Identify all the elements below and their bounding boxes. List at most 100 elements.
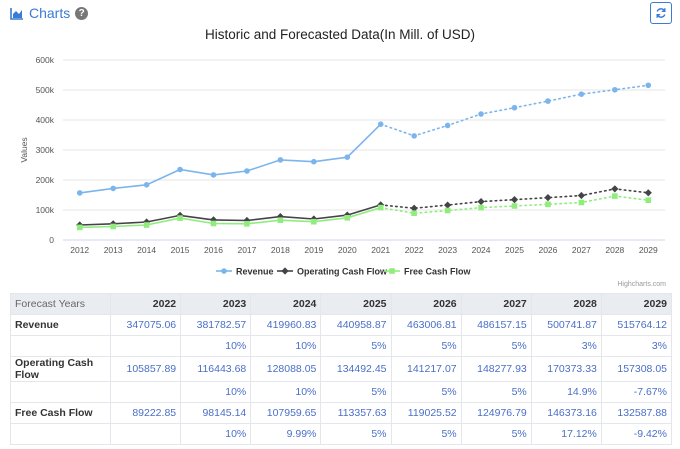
y-tick-label: 600k: [36, 55, 55, 65]
data-point-operating-cash-flow-2023: [444, 201, 452, 209]
growth-cell: 5%: [460, 381, 532, 403]
growth-cell: 5%: [390, 381, 462, 403]
value-cell: 116443.68: [180, 356, 252, 382]
growth-row-label: [10, 423, 111, 445]
legend-symbol-operating-cash-flow: [281, 267, 289, 275]
legend-item-free-cash-flow: Free Cash Flow: [404, 267, 472, 277]
year-header: 2025: [320, 293, 392, 315]
x-tick-label: 2019: [304, 245, 323, 255]
data-point-revenue-2016: [210, 172, 217, 178]
header: Charts ?: [0, 0, 680, 30]
growth-cell: 10%: [250, 335, 322, 357]
data-point-free-cash-flow-2025: [511, 203, 518, 209]
y-tick-label: 100k: [36, 205, 55, 215]
value-cell: 500741.87: [530, 314, 602, 336]
growth-cell: 10%: [250, 381, 322, 403]
data-point-free-cash-flow-2018: [277, 217, 284, 223]
x-tick-label: 2024: [472, 245, 491, 255]
charts-heading: Charts ?: [10, 5, 89, 21]
growth-cell: -9.42%: [600, 423, 673, 445]
table-header-row: Forecast Years 2022 2023 2024 2025 2026 2027 20…: [10, 293, 673, 315]
data-point-revenue-2018: [277, 157, 284, 163]
data-point-free-cash-flow-2015: [177, 215, 183, 221]
data-point-revenue-2013: [110, 185, 116, 192]
growth-cell: 10%: [180, 423, 252, 445]
data-point-revenue-2023: [444, 122, 451, 129]
x-tick-label: 2018: [271, 245, 290, 255]
row-label: Operating Cash Flow: [10, 356, 111, 382]
year-header: 2024: [250, 293, 322, 315]
data-point-revenue-2019: [311, 158, 317, 165]
data-point-revenue-2028: [612, 86, 618, 93]
x-tick-label: 2026: [538, 245, 557, 255]
value-cell: 515764.12: [600, 314, 673, 336]
growth-row: 10% 10% 5% 5% 5% 3% 3%: [10, 335, 673, 357]
data-point-free-cash-flow-2014: [143, 222, 150, 228]
credits-link[interactable]: Highcharts.com: [617, 281, 666, 288]
growth-cell: 14.9%: [530, 381, 602, 403]
growth-cell: [109, 423, 182, 445]
growth-cell: 17.12%: [530, 423, 602, 445]
value-cell: 89222.85: [109, 402, 182, 424]
year-header: 2026: [390, 293, 462, 315]
series-line-operating-cash-flow-historic: [79, 204, 381, 226]
area-chart-icon: [10, 7, 24, 20]
table-corner: Forecast Years: [10, 293, 111, 315]
data-point-free-cash-flow-2022: [411, 210, 417, 217]
value-cell: 157308.05: [600, 356, 673, 382]
y-tick-label: 200k: [36, 175, 55, 185]
data-point-free-cash-flow-2024: [478, 204, 484, 211]
x-tick-label: 2027: [572, 245, 591, 255]
x-tick-label: 2012: [70, 245, 89, 255]
chart-title: Historic and Forecasted Data(In Mill. of…: [204, 27, 476, 42]
data-point-revenue-2027: [578, 91, 585, 97]
table-row: Operating Cash Flow 105857.89 116443.68 128…: [10, 356, 673, 382]
value-cell: 347075.06: [109, 314, 182, 336]
year-header: 2027: [460, 293, 532, 315]
data-point-revenue-2014: [143, 182, 150, 188]
data-point-revenue-2017: [244, 168, 250, 174]
value-cell: 463006.81: [390, 314, 462, 336]
y-tick-label: 0: [49, 235, 54, 245]
value-cell: 141217.07: [390, 356, 462, 382]
value-cell: 105857.89: [109, 356, 182, 382]
growth-cell: 5%: [320, 335, 392, 357]
data-point-free-cash-flow-2023: [444, 207, 451, 214]
data-point-revenue-2025: [511, 104, 518, 111]
growth-cell: 3%: [530, 335, 602, 357]
x-tick-label: 2023: [438, 245, 457, 255]
data-point-operating-cash-flow-2025: [510, 196, 519, 204]
x-tick-label: 2028: [605, 245, 624, 255]
x-tick-label: 2015: [171, 245, 190, 255]
value-cell: 107959.65: [250, 402, 322, 424]
question-circle-icon[interactable]: ?: [75, 6, 89, 20]
data-point-revenue-2020: [344, 154, 351, 160]
year-header: 2022: [109, 293, 182, 315]
year-header: 2028: [530, 293, 602, 315]
series-line-revenue-historic: [79, 123, 382, 194]
legend-item-operating-cash-flow: Operating Cash Flow: [297, 267, 388, 277]
data-point-operating-cash-flow-2029: [644, 189, 652, 197]
growth-cell: 10%: [180, 335, 252, 357]
data-point-operating-cash-flow-2027: [577, 191, 585, 200]
x-tick-label: 2017: [237, 245, 256, 255]
data-point-revenue-2022: [411, 133, 417, 139]
series-line-free-cash-flow-historic: [79, 206, 381, 229]
refresh-button[interactable]: [650, 2, 672, 24]
data-point-free-cash-flow-2013: [110, 223, 116, 230]
legend-symbol-revenue: [221, 268, 227, 274]
data-point-operating-cash-flow-2022: [410, 204, 418, 212]
data-point-free-cash-flow-2029: [645, 197, 652, 204]
data-point-operating-cash-flow-2024: [477, 197, 485, 206]
growth-cell: -7.67%: [600, 381, 673, 403]
value-cell: 170373.33: [530, 356, 602, 382]
year-header: 2029: [600, 293, 673, 315]
row-label: Free Cash Flow: [10, 402, 111, 424]
legend-symbol-free-cash-flow: [389, 268, 395, 274]
growth-cell: 5%: [460, 335, 532, 357]
growth-cell: 5%: [320, 381, 392, 403]
value-cell: 419960.83: [250, 314, 322, 336]
data-point-revenue-2021: [377, 121, 384, 127]
growth-cell: 9.99%: [250, 423, 322, 445]
data-point-operating-cash-flow-2018: [276, 213, 284, 221]
